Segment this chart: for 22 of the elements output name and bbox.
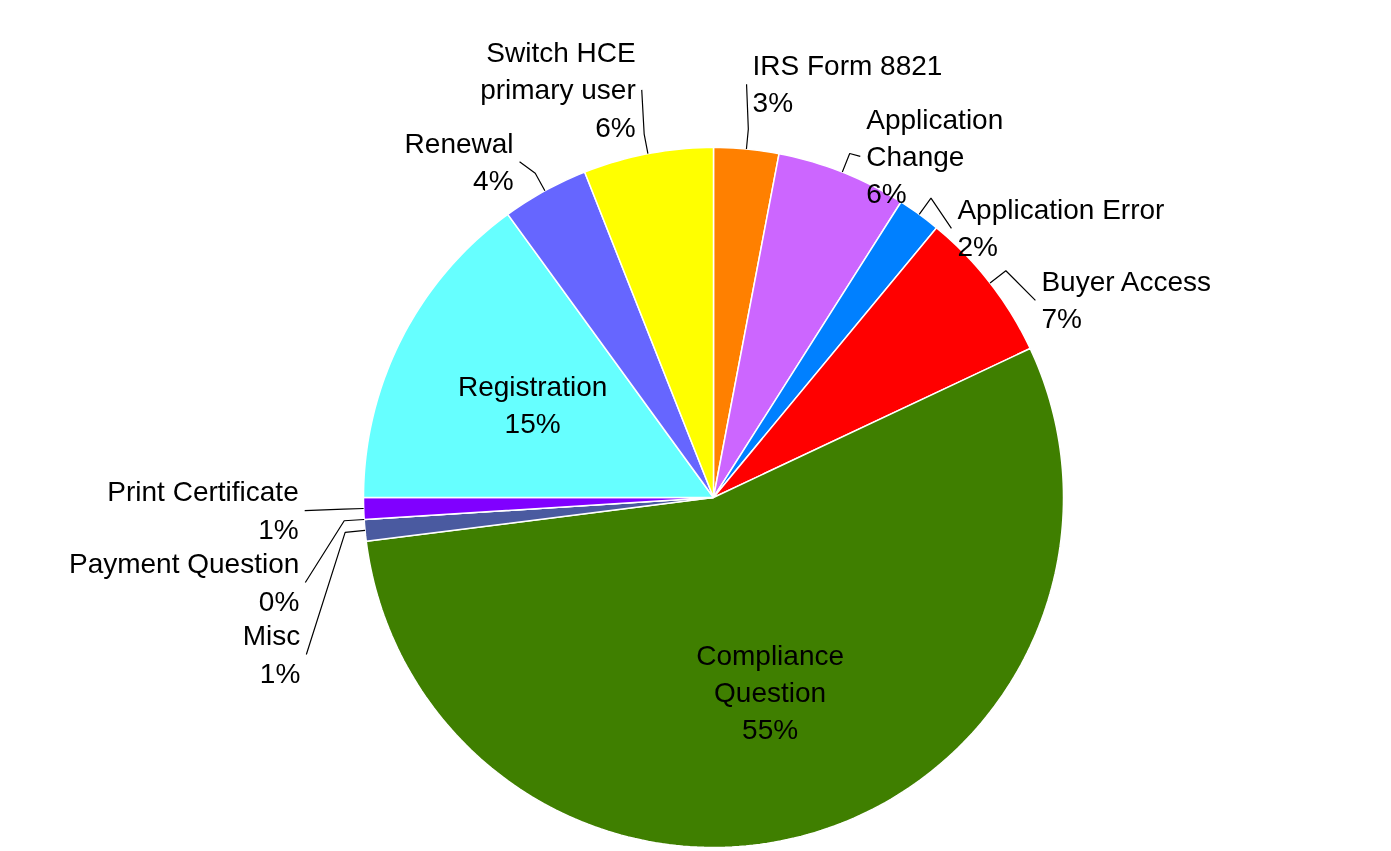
data-label: 1% <box>258 513 299 545</box>
legend-label: Payment Question <box>68 548 300 580</box>
slice-label: Buyer Access <box>1041 266 1212 298</box>
slice-label: Renewal <box>404 127 514 159</box>
data-label: 55% <box>742 714 799 746</box>
data-label: 7% <box>1041 303 1082 335</box>
slice-label: Misc <box>242 620 301 652</box>
slice-label: Switch HCE primary user <box>480 37 636 106</box>
data-label: 4% <box>473 164 514 196</box>
slice-label: IRS Form 8821 <box>752 50 943 82</box>
slice-label: Compliance Question <box>696 639 845 708</box>
slice-label: Application Change <box>866 103 1004 172</box>
data-label: 6% <box>866 178 907 210</box>
slice-label: Application Error <box>957 194 1165 226</box>
slice-label: Print Certificate <box>107 476 299 508</box>
slice-label: Registration <box>457 371 608 403</box>
data-label: 2% <box>957 231 998 263</box>
data-label: 6% <box>595 111 636 143</box>
text: 0% <box>258 585 300 617</box>
data-label: 3% <box>752 87 794 119</box>
data-label: 15% <box>504 408 561 440</box>
data-label: 1% <box>259 657 301 689</box>
